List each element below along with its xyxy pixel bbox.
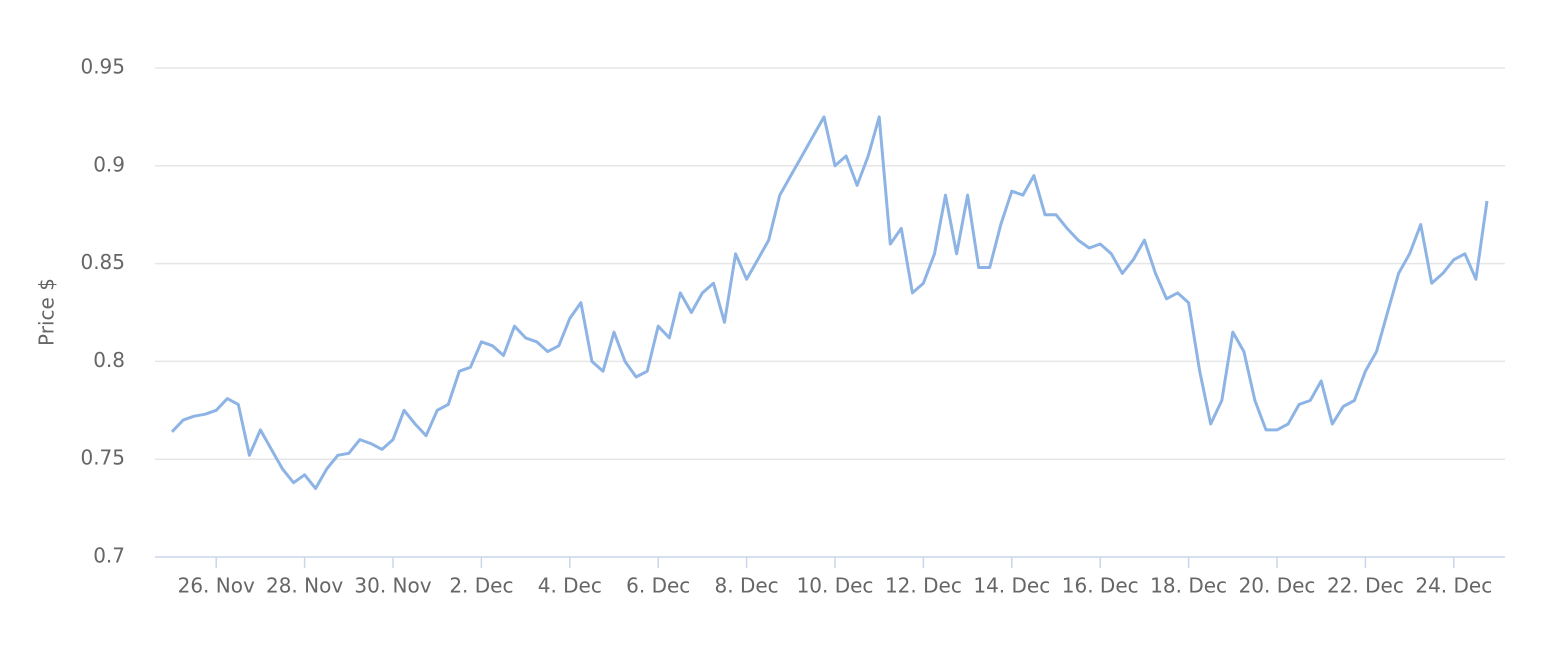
y-tick-label: 0.9 (93, 152, 125, 176)
x-tick-label: 2. Dec (449, 574, 513, 598)
x-tick-label: 4. Dec (538, 574, 602, 598)
y-tick-label: 0.95 (80, 55, 125, 79)
y-tick-label: 0.8 (93, 348, 125, 372)
x-tick-label: 30. Nov (354, 574, 431, 598)
y-tick-label: 0.75 (80, 446, 125, 470)
x-tick-label: 16. Dec (1062, 574, 1139, 598)
x-tick-label: 20. Dec (1239, 574, 1316, 598)
x-tick-label: 12. Dec (885, 574, 962, 598)
y-tick-label: 0.7 (93, 544, 125, 568)
x-tick-label: 26. Nov (178, 574, 255, 598)
x-tick-label: 28. Nov (266, 574, 343, 598)
y-axis-label: Price $ (35, 278, 59, 346)
price-line (170, 115, 1489, 490)
y-tick-label: 0.85 (80, 250, 125, 274)
x-tick-label: 24. Dec (1415, 574, 1492, 598)
x-tick-label: 14. Dec (973, 574, 1050, 598)
x-tick-label: 6. Dec (626, 574, 690, 598)
x-tick-label: 22. Dec (1327, 574, 1404, 598)
x-tick-label: 18. Dec (1150, 574, 1227, 598)
x-tick-label: 8. Dec (715, 574, 779, 598)
x-tick-label: 10. Dec (797, 574, 874, 598)
